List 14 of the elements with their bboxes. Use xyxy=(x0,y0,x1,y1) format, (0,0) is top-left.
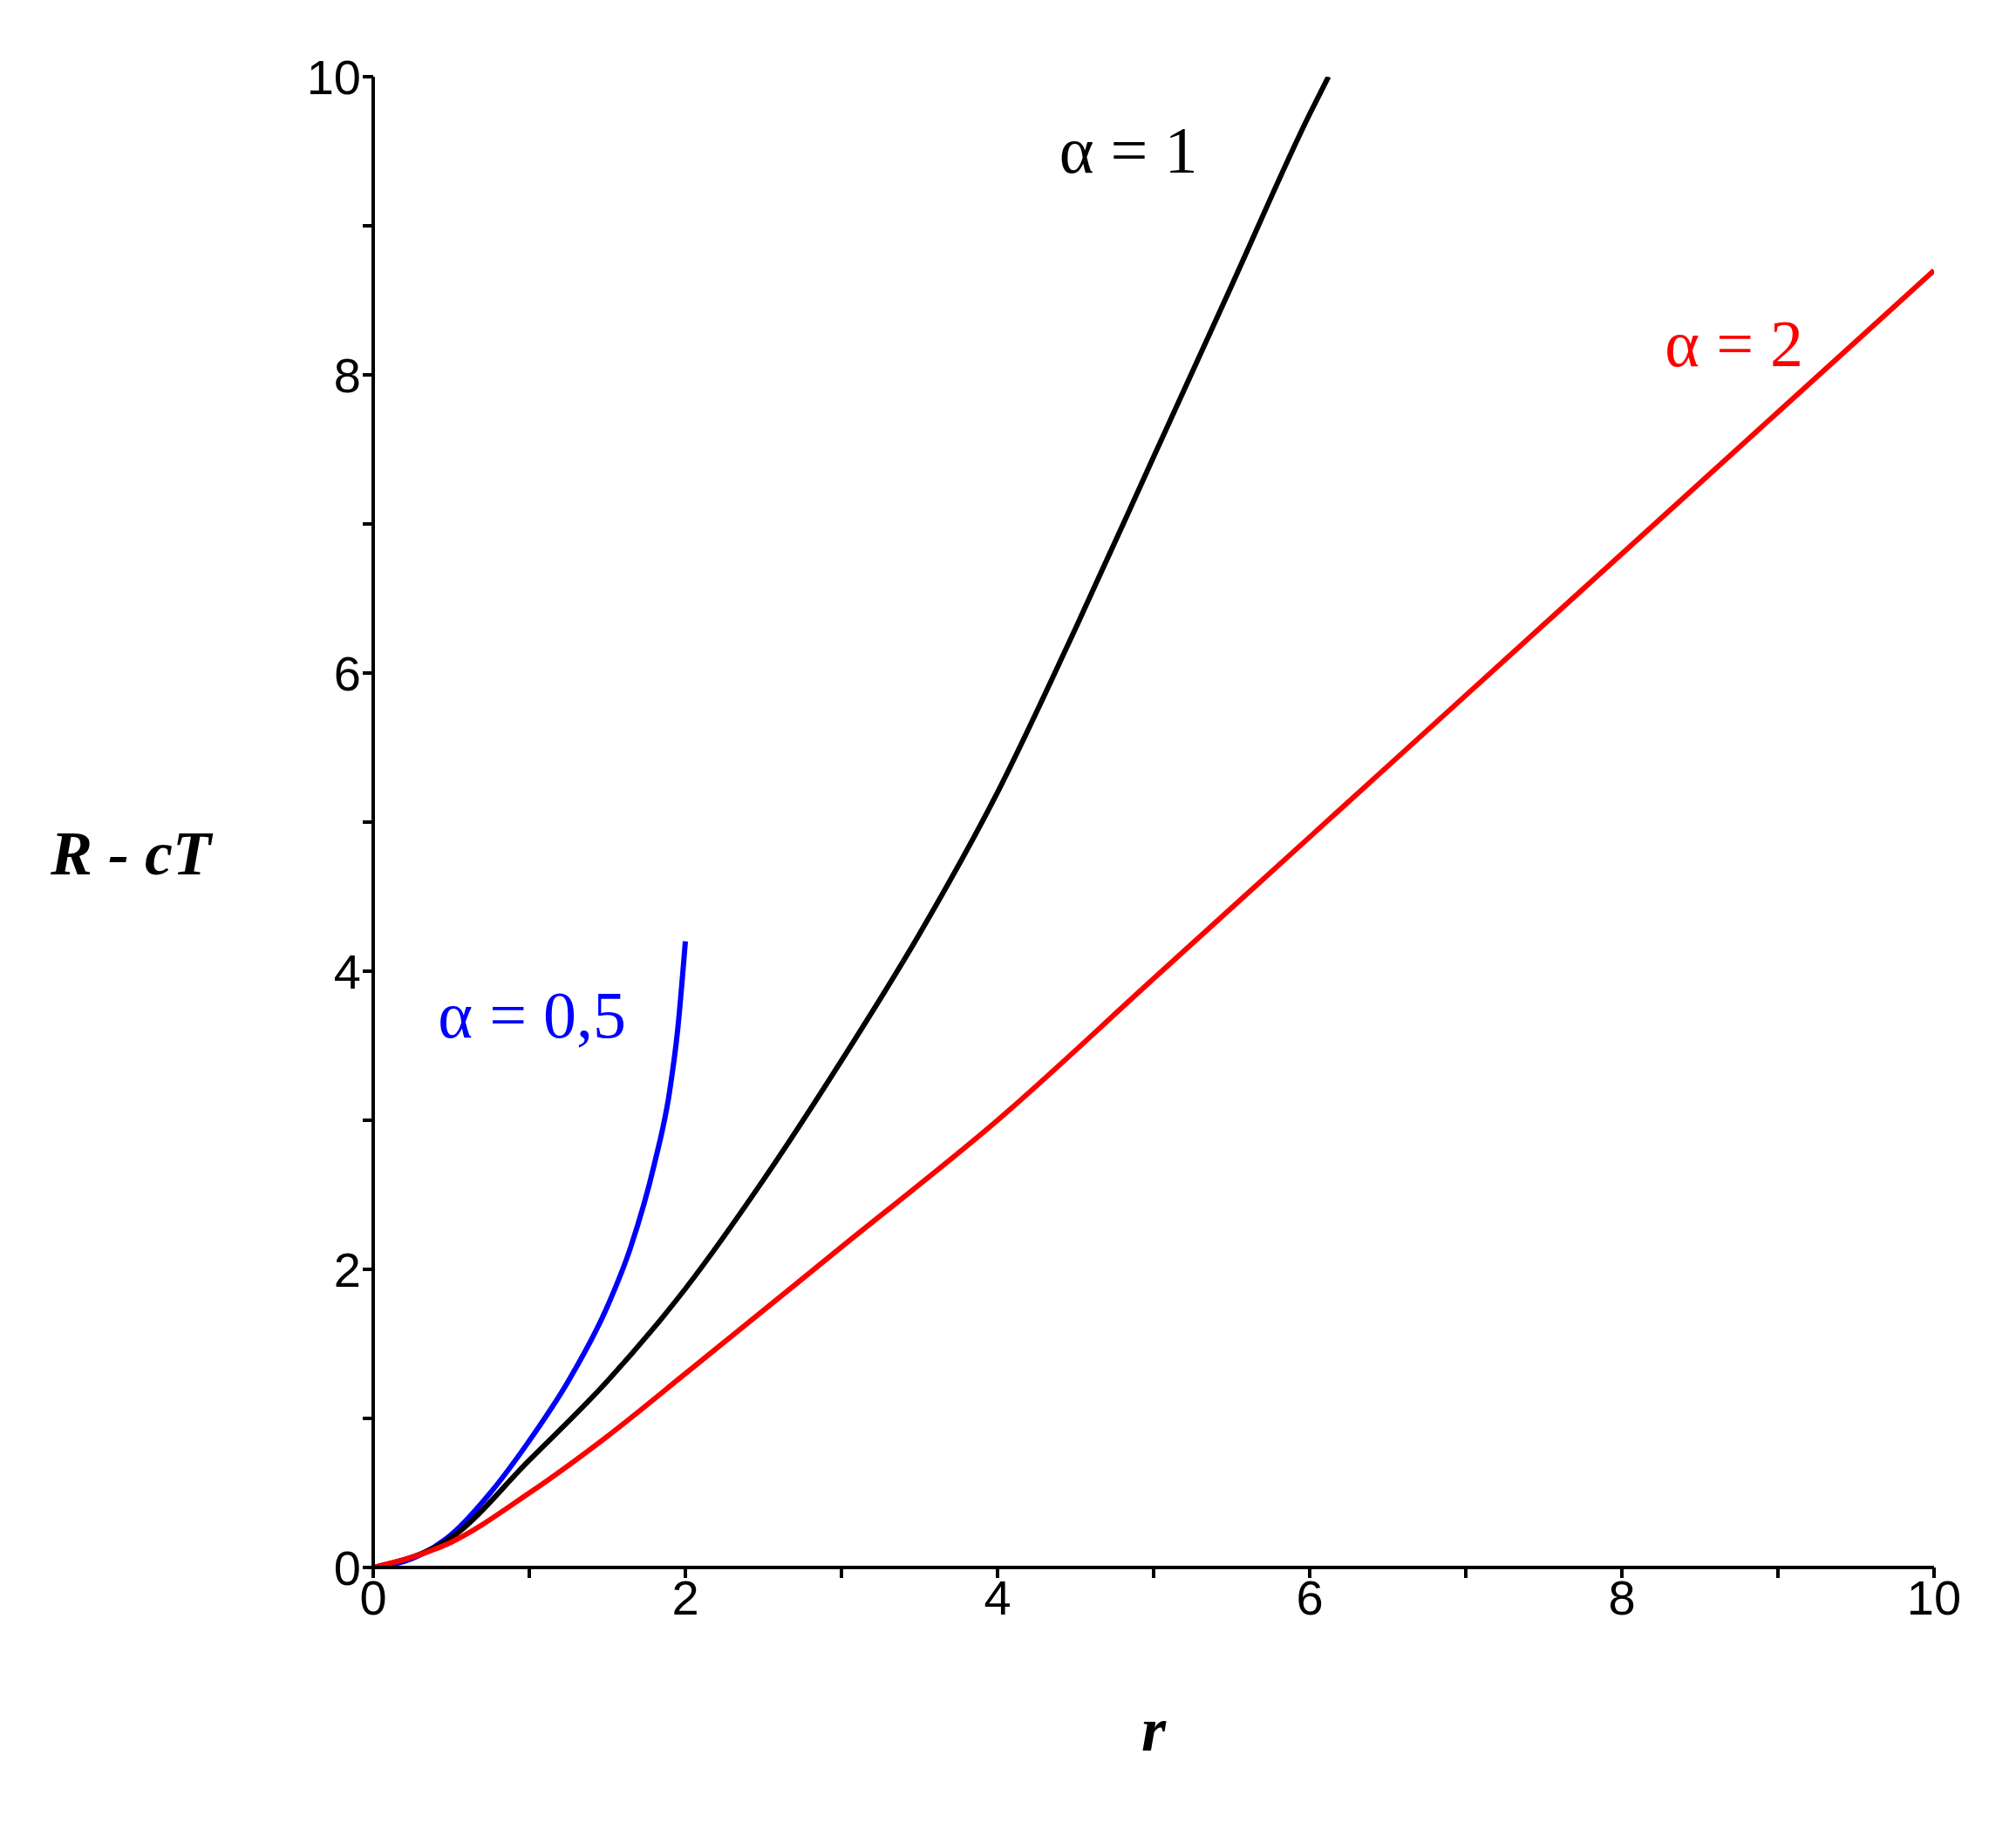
series-label: α = 0,5 xyxy=(438,977,626,1051)
y-tick-label: 6 xyxy=(333,645,361,701)
x-tick-label: 8 xyxy=(1608,1569,1636,1625)
x-tick-label: 6 xyxy=(1296,1569,1324,1625)
y-tick-label: 8 xyxy=(333,347,361,403)
series-label: α = 2 xyxy=(1665,307,1803,381)
y-tick-label: 2 xyxy=(333,1241,361,1297)
x-axis-title: r xyxy=(1141,1695,1167,1765)
y-tick-label: 4 xyxy=(333,943,361,999)
x-tick-label: 10 xyxy=(1906,1569,1962,1625)
x-tick-label: 2 xyxy=(671,1569,699,1625)
x-tick-label: 4 xyxy=(984,1569,1011,1625)
y-tick-label: 10 xyxy=(306,49,361,105)
series-label: α = 1 xyxy=(1059,113,1198,187)
